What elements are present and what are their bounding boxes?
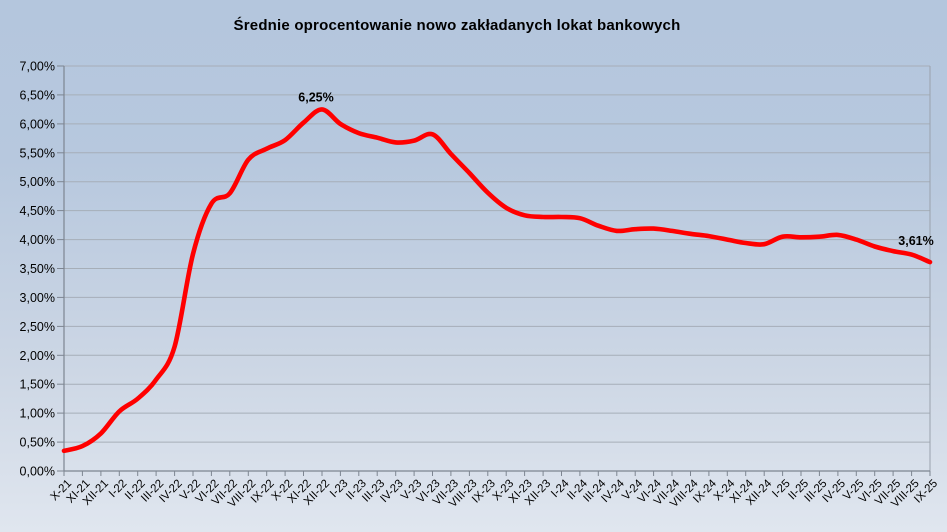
y-axis-label: 3,50%: [20, 262, 55, 276]
y-axis-label: 4,50%: [20, 204, 55, 218]
y-axis-label: 2,00%: [20, 349, 55, 363]
rate-line: [61, 107, 933, 454]
y-axis-label: 5,50%: [20, 146, 55, 160]
y-axis-label: 6,00%: [20, 117, 55, 131]
y-axis-label: 7,00%: [20, 60, 55, 74]
y-axis-label: 1,50%: [20, 378, 55, 392]
y-axis-label: 3,00%: [20, 291, 55, 305]
y-axis-label: 0,50%: [20, 436, 55, 450]
y-axis-label: 6,50%: [20, 88, 55, 102]
chart-title: Średnie oprocentowanie nowo zakładanych …: [233, 17, 681, 34]
y-axis-label: 2,50%: [20, 320, 55, 334]
peak-value-label: 6,25%: [298, 90, 333, 104]
y-axis-label: 0,00%: [20, 465, 55, 479]
y-axis-label: 1,00%: [20, 407, 55, 421]
final-value-label: 3,61%: [898, 234, 933, 248]
y-axis-label: 4,00%: [20, 233, 55, 247]
y-axis-label: 5,00%: [20, 175, 55, 189]
